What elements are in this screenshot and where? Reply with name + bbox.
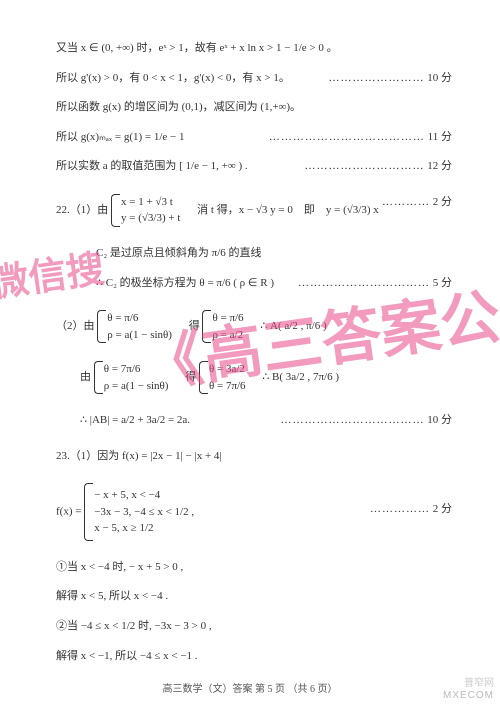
score-marker: …………………………… 5 分: [298, 275, 452, 293]
math-text: ∴ A( a/2 , π/6 ): [260, 320, 326, 332]
dots: ……………………………: [298, 277, 430, 289]
q22-by: 由 θ = 7π/6 ρ = a(1 − sinθ) 得 θ = 3a/2 θ …: [56, 361, 452, 394]
dots: ……………………: [329, 72, 425, 84]
math-text: 消 t 得，x − √3 y = 0 即 y = (√3/3) x: [197, 204, 379, 216]
score-value: 5 分: [433, 277, 452, 289]
score-marker: …………… 2 分: [370, 501, 452, 519]
equation-system: θ = π/6 ρ = a(1 − sinθ): [97, 310, 172, 343]
text-line: 解得 x < 5, 所以 x < −4 .: [56, 588, 452, 606]
text-line: ∴ C₂ 的极坐标方程为 θ = π/6 ( ρ ∈ R ) …………………………: [56, 275, 452, 293]
math-text: ∴ B( 3a/2 , 7π/6 ): [262, 371, 339, 383]
page-footer: 高三数学（文）答案 第 5 页 （共 6 页）: [0, 680, 500, 695]
dots: …………………………………: [269, 131, 425, 143]
text-line: 又当 x ∈ (0, +∞) 时，eˣ > 1，故有 eˣ + x ln x >…: [56, 40, 452, 58]
sys-row: θ = 3a/2: [209, 361, 246, 378]
sys-row: x = 1 + √3 t: [121, 194, 180, 211]
text-line: ①当 x < −4 时, − x + 5 > 0 ,: [56, 559, 452, 577]
dots: …………………………: [305, 160, 425, 172]
math-text: 解得 x < 5, 所以 x < −4 .: [56, 590, 168, 602]
math-text: 所以实数 a 的取值范围为 [ 1/e − 1, +∞ ) .: [56, 160, 248, 172]
score-value: 12 分: [427, 160, 452, 172]
text-line: ∴ |AB| = a/2 + 3a/2 = 2a. ……………………………… 1…: [56, 412, 452, 430]
math-text: ∴ C₂ 的极坐标方程为 θ = π/6 ( ρ ∈ R ): [96, 277, 274, 289]
score-marker: ………………………………… 11 分: [269, 129, 452, 147]
mid-text: 得: [189, 320, 200, 332]
math-text: ②当 −4 ≤ x < 1/2 时, −3x − 3 > 0 ,: [56, 620, 212, 632]
corner-brand-en: MXECOM: [443, 690, 494, 701]
q22-part2: （2）由 θ = π/6 ρ = a(1 − sinθ) 得 θ = π/6 ρ…: [56, 310, 452, 343]
score-value: 10 分: [427, 72, 452, 84]
sys-row: −3x − 3, −4 ≤ x < 1/2 ,: [94, 504, 194, 521]
sys-row: y = (√3/3) + t: [121, 210, 180, 227]
score-marker: ………………………… 12 分: [305, 158, 453, 176]
equation-system: θ = 7π/6 ρ = a(1 − sinθ): [94, 361, 169, 394]
score-value: 11 分: [428, 131, 452, 143]
mid-text: 得: [185, 371, 196, 383]
math-text: 解得 x < −1, 所以 −4 ≤ x < −1 .: [56, 650, 198, 662]
score-marker: ……………………………… 10 分: [281, 412, 453, 430]
sys-row: − x + 5, x < −4: [94, 487, 194, 504]
dots: …………: [382, 196, 430, 208]
corner-brand-cn: 普窄网: [464, 674, 494, 689]
lead-text: 由: [80, 371, 91, 383]
q22-part1: 22.（1）由 x = 1 + √3 t y = (√3/3) + t 消 t …: [56, 194, 452, 227]
math-text: ∴ |AB| = a/2 + 3a/2 = 2a.: [80, 414, 190, 426]
sys-row: ρ = a(1 − sinθ): [104, 378, 169, 395]
math-text: 23.（1）因为 f(x) = |2x − 1| − |x + 4|: [56, 450, 222, 462]
sys-row: ρ = a(1 − sinθ): [107, 327, 172, 344]
score-marker: ………… 2 分: [382, 194, 452, 212]
math-text: 又当 x ∈ (0, +∞) 时，eˣ > 1，故有 eˣ + x ln x >…: [56, 42, 338, 54]
score-value: 2 分: [433, 196, 452, 208]
math-text: 所以 g'(x) > 0，有 0 < x < 1，g'(x) < 0，有 x >…: [56, 72, 290, 84]
text-line: 所以函数 g(x) 的增区间为 (0,1)，减区间为 (1,+∞)。: [56, 99, 452, 117]
math-text: 所以函数 g(x) 的增区间为 (0,1)，减区间为 (1,+∞)。: [56, 101, 301, 113]
dots: ……………: [370, 503, 430, 515]
equation-system: x = 1 + √3 t y = (√3/3) + t: [111, 194, 180, 227]
text-line: C₂ 是过原点且倾斜角为 π/6 的直线: [56, 245, 452, 263]
score-value: 10 分: [427, 414, 452, 426]
sys-row: θ = π/6: [107, 310, 172, 327]
dots: ………………………………: [281, 414, 425, 426]
lead-text: f(x) =: [56, 506, 81, 518]
sys-row: θ = 7π/6: [104, 361, 169, 378]
text-line: 所以 g(x)ₘₐₓ = g(1) = 1/e − 1 …………………………………: [56, 129, 452, 147]
lead-text: （2）由: [56, 320, 95, 332]
text-line: 解得 x < −1, 所以 −4 ≤ x < −1 .: [56, 648, 452, 666]
score-marker: …………………… 10 分: [329, 70, 453, 88]
score-value: 2 分: [433, 503, 452, 515]
sys-row: x − 5, x ≥ 1/2: [94, 520, 194, 537]
math-text: C₂ 是过原点且倾斜角为 π/6 的直线: [96, 247, 262, 259]
q23-part1: 23.（1）因为 f(x) = |2x − 1| − |x + 4|: [56, 448, 452, 466]
text-line: 所以 g'(x) > 0，有 0 < x < 1，g'(x) < 0，有 x >…: [56, 70, 452, 88]
equation-system: θ = π/6 ρ = a/2: [202, 310, 243, 343]
q23-piecewise: f(x) = − x + 5, x < −4 −3x − 3, −4 ≤ x <…: [56, 483, 452, 541]
sys-row: θ = 7π/6: [209, 378, 246, 395]
equation-system: θ = 3a/2 θ = 7π/6: [199, 361, 246, 394]
sys-row: ρ = a/2: [212, 327, 243, 344]
page-content: 又当 x ∈ (0, +∞) 时，eˣ > 1，故有 eˣ + x ln x >…: [0, 0, 500, 697]
piecewise-system: − x + 5, x < −4 −3x − 3, −4 ≤ x < 1/2 , …: [84, 483, 194, 541]
sys-row: θ = π/6: [212, 310, 243, 327]
text-line: ②当 −4 ≤ x < 1/2 时, −3x − 3 > 0 ,: [56, 618, 452, 636]
lead-text: 22.（1）由: [56, 204, 108, 216]
math-text: ①当 x < −4 时, − x + 5 > 0 ,: [56, 561, 183, 573]
text-line: 所以实数 a 的取值范围为 [ 1/e − 1, +∞ ) . ………………………: [56, 158, 452, 176]
math-text: 所以 g(x)ₘₐₓ = g(1) = 1/e − 1: [56, 131, 185, 143]
